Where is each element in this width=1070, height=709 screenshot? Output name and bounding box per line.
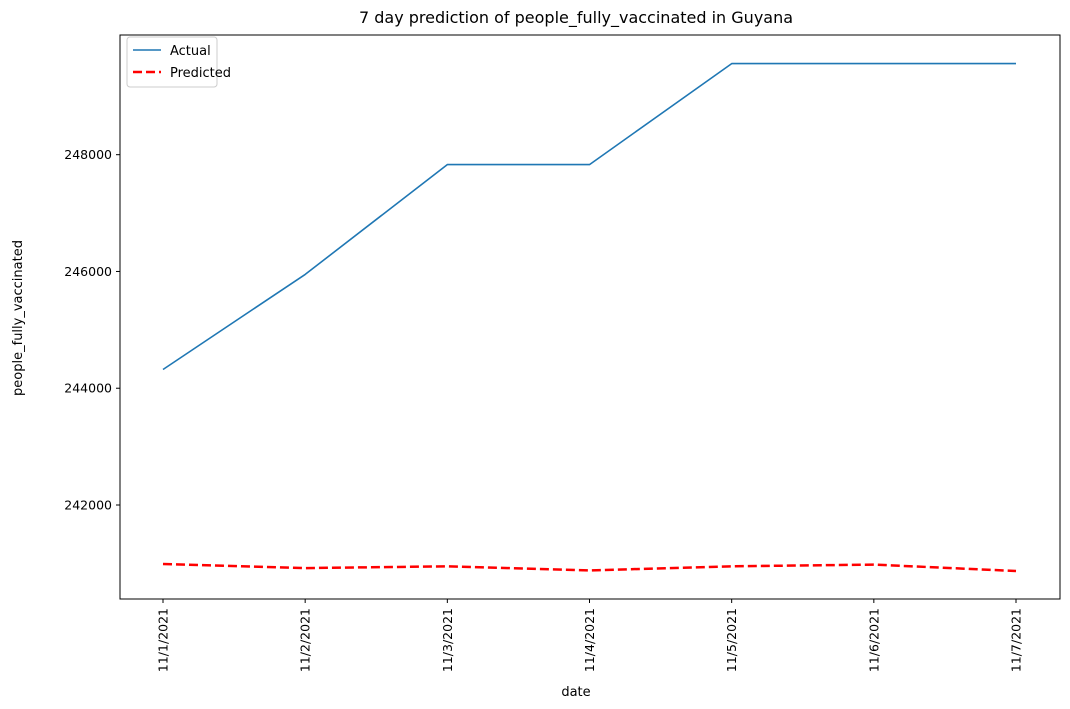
y-tick-label: 246000	[64, 264, 112, 279]
y-axis-label: people_fully_vaccinated	[11, 240, 26, 396]
plot-frame	[119, 34, 1061, 600]
legend-label-predicted: Predicted	[170, 66, 231, 81]
legend-label-actual: Actual	[170, 44, 211, 59]
y-tick-label: 248000	[64, 147, 112, 162]
y-axis-ticks: 242000 244000 246000 248000	[64, 147, 120, 513]
x-tick-label: 11/6/2021	[866, 608, 881, 672]
series-line-predicted	[162, 562, 1017, 573]
x-axis-ticks: 11/1/2021 11/2/2021 11/3/2021 11/4/2021 11/5…	[156, 599, 1024, 672]
y-tick-label: 242000	[64, 498, 112, 513]
x-tick-label: 11/5/2021	[724, 608, 739, 672]
x-tick-label: 11/7/2021	[1009, 608, 1024, 672]
x-axis-label: date	[561, 685, 590, 700]
plot-area: 242000 244000 246000 248000 11/1/2021 11/2/2…	[64, 34, 1061, 672]
series-lines	[162, 62, 1017, 573]
y-tick-label: 244000	[64, 381, 112, 396]
x-tick-label: 11/4/2021	[582, 608, 597, 672]
x-tick-label: 11/1/2021	[156, 608, 171, 672]
chart-title: 7 day prediction of people_fully_vaccina…	[359, 8, 793, 28]
x-tick-label: 11/3/2021	[440, 608, 455, 672]
legend: Actual Predicted	[126, 36, 231, 88]
x-tick-label: 11/2/2021	[298, 608, 313, 672]
series-line-actual	[162, 62, 1016, 371]
